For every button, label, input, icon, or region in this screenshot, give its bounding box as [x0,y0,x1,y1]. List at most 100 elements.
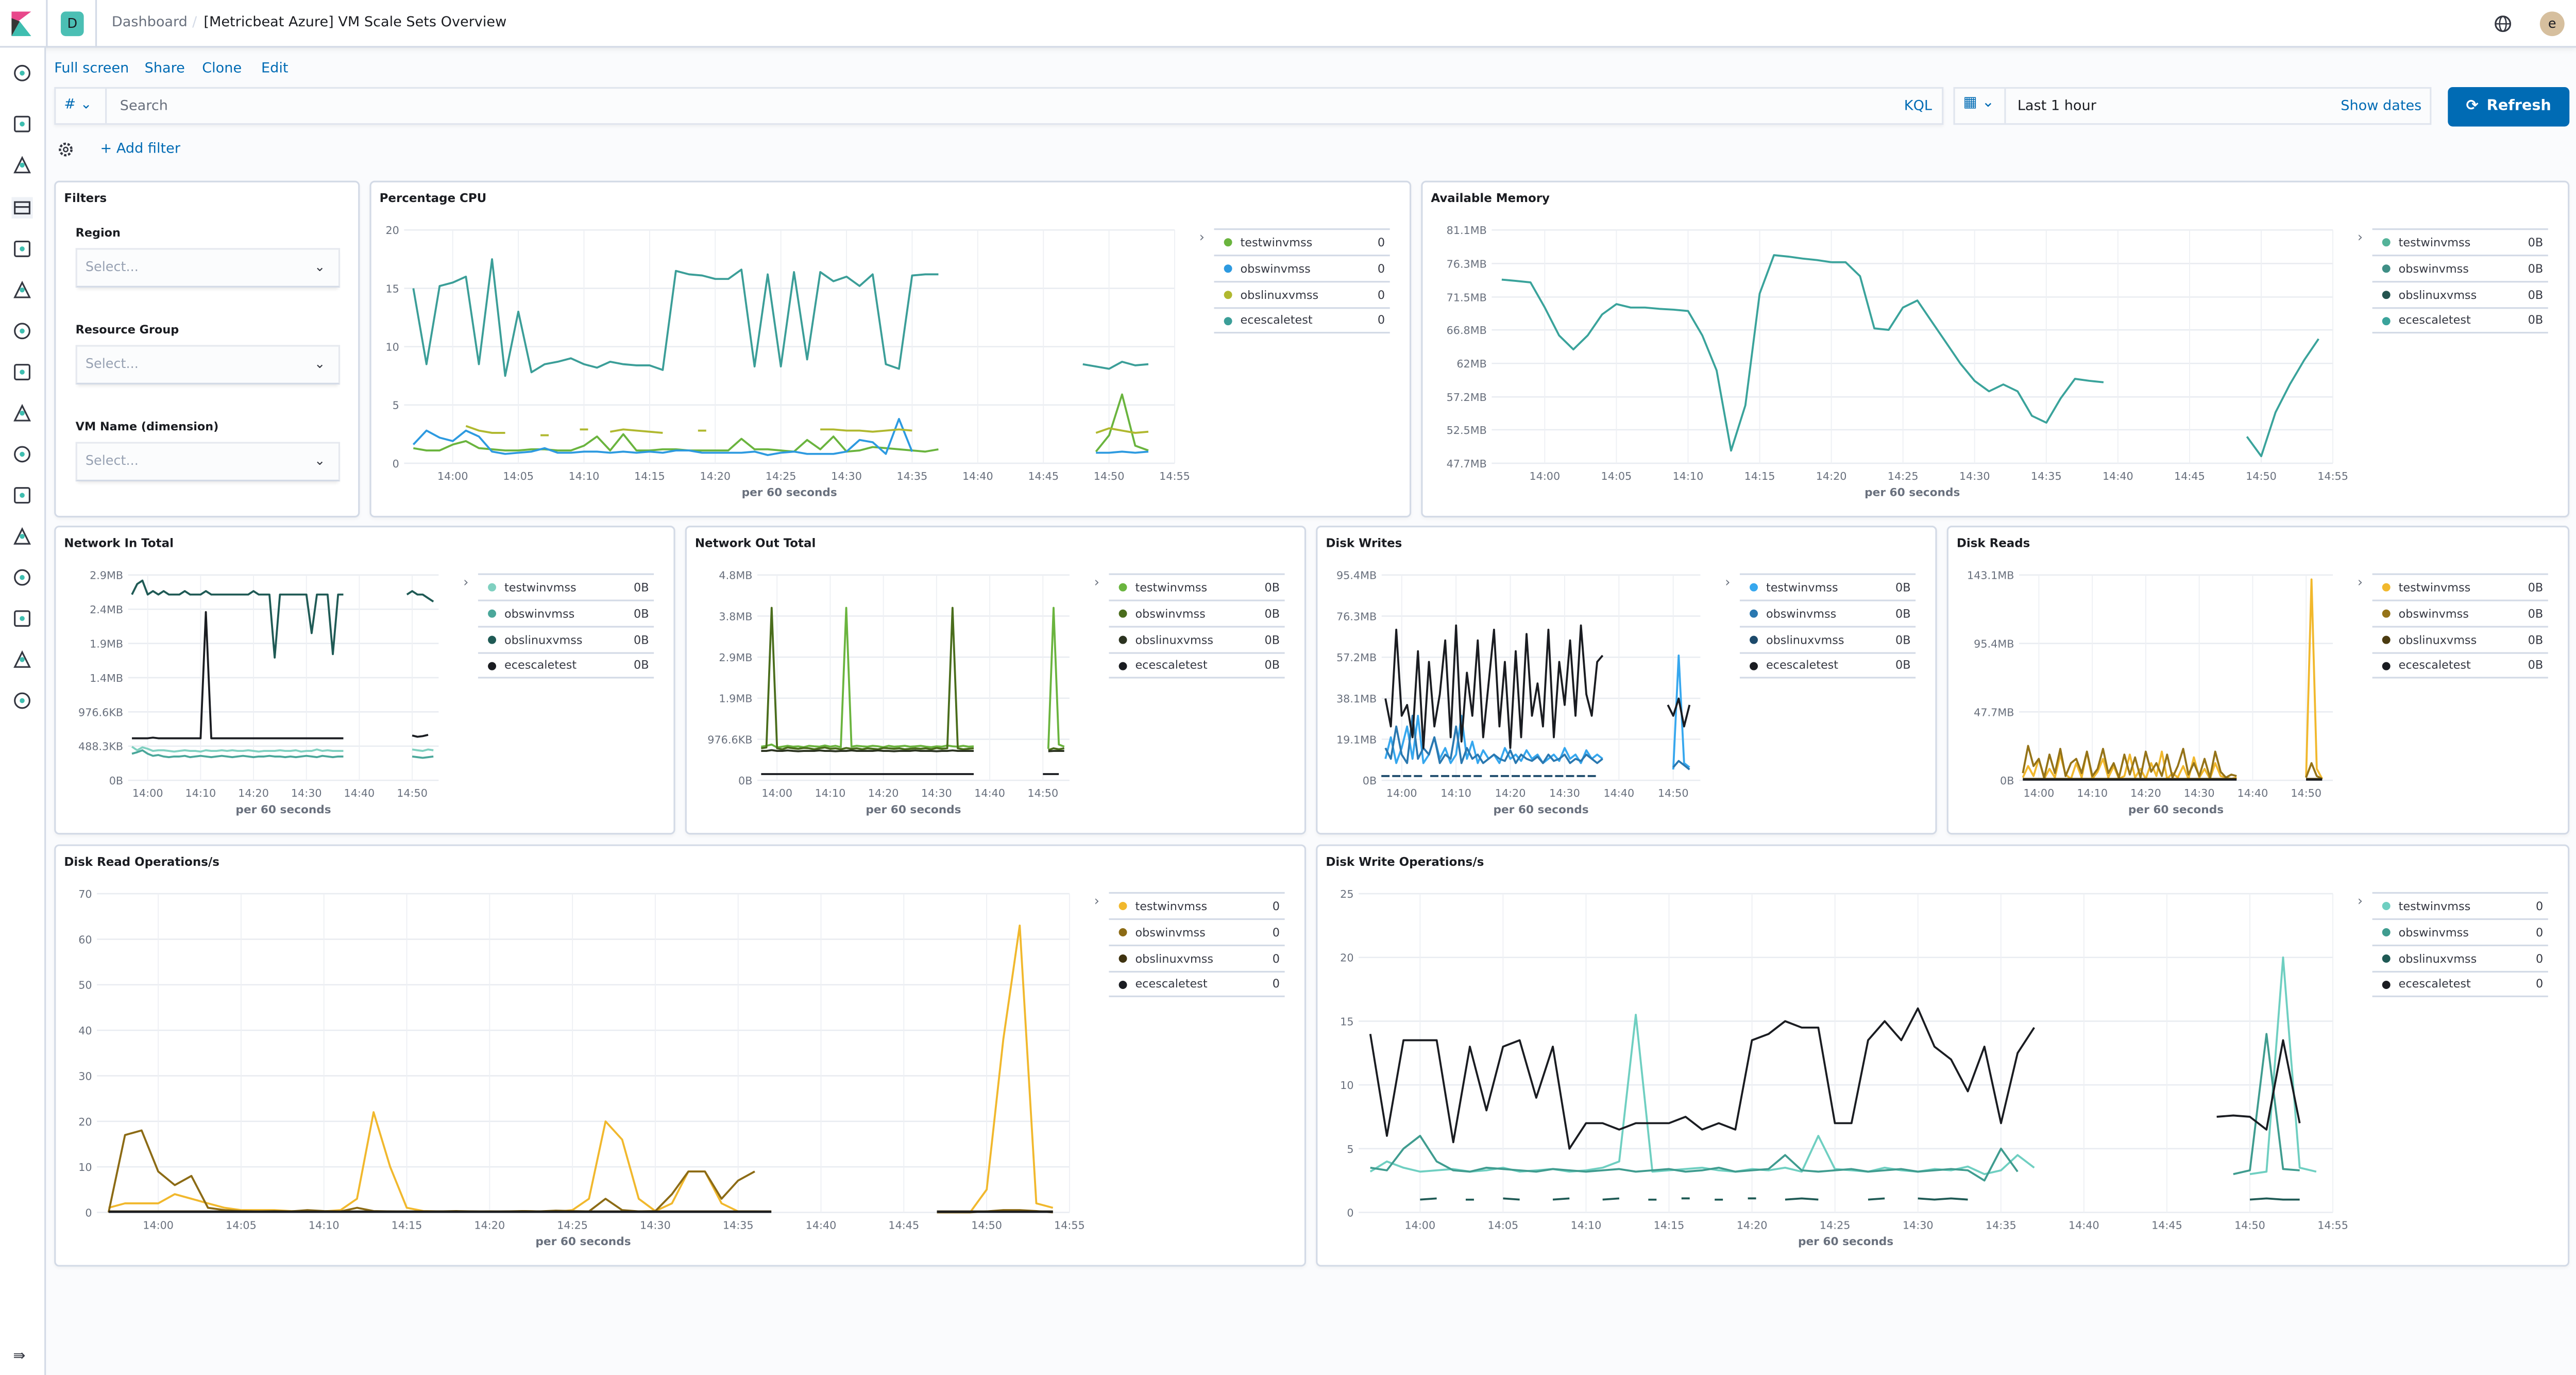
legend-item[interactable]: testwinvmss 0B [478,573,654,599]
disk-reads-panel: Disk Reads 0B 47.7MB 95.4MB 143.1MB 14:00 14:1… [1946,526,2570,835]
breadcrumb-dashboard[interactable]: Dashboard [111,14,188,31]
recently-viewed-clock-icon[interactable] [11,62,32,83]
legend-item[interactable]: obslinuxvmss 0 [2372,944,2548,971]
legend-item[interactable]: ecescaletest 0B [2372,307,2548,334]
vm-name-select[interactable]: Select... ⌄ [75,442,341,481]
dashboard-icon[interactable] [11,197,33,219]
uptime-icon[interactable] [11,484,32,506]
legend-item[interactable]: obslinuxvmss 0 [1109,944,1285,971]
legend-toggle-chevron-icon[interactable]: › [1199,230,1205,245]
maps-icon[interactable] [11,279,32,300]
legend-item[interactable]: testwinvmss 0 [2372,892,2548,918]
legend-item[interactable]: obswinvmss 0B [1109,599,1285,626]
clone-link[interactable]: Clone [202,60,242,77]
region-select[interactable]: Select... ⌄ [75,248,341,288]
legend-item[interactable]: obswinvmss 0B [2372,599,2548,626]
legend-item[interactable]: testwinvmss 0B [2372,573,2548,599]
legend-item[interactable]: testwinvmss 0B [1109,573,1285,599]
date-range-value[interactable]: Last 1 hour [2017,98,2096,115]
series-line-ecescaletest [412,733,429,738]
canvas-icon[interactable] [11,238,32,259]
legend-item[interactable]: testwinvmss 0 [1214,228,1390,255]
legend-item[interactable]: testwinvmss 0B [1739,573,1916,599]
show-dates-button[interactable]: Show dates [2341,98,2422,115]
y-tick-label: 70 [78,888,92,900]
x-tick-label: 14:10 [1440,787,1471,799]
x-tick-label: 14:40 [1603,787,1634,799]
x-axis-label: per 60 seconds [866,803,961,816]
legend-item[interactable]: ecescaletest 0 [1109,970,1285,997]
legend-item[interactable]: testwinvmss 0 [1109,892,1285,918]
kibana-logo-icon[interactable] [11,11,31,37]
calendar-quick-menu-button[interactable]: ▦ ⌄ [1963,95,1994,112]
space-badge[interactable]: D [60,11,84,37]
series-line-obslinuxvmss [761,749,974,752]
series-line-ecescaletest [412,258,939,377]
legend-item[interactable]: obslinuxvmss 0B [1739,626,1916,652]
heartbeat-icon[interactable] [11,649,32,670]
add-filter-button[interactable]: + Add filter [100,141,181,158]
legend-item[interactable]: obslinuxvmss 0B [1109,626,1285,652]
legend-toggle-chevron-icon[interactable]: › [2357,894,2363,909]
legend-item[interactable]: ecescaletest 0 [1214,307,1390,334]
line-chart: 0 5 10 15 20 25 14:00 14:05 14:10 14:15 14:20 14:25… [1340,888,2348,1248]
resource-group-select[interactable]: Select... ⌄ [75,345,341,384]
legend-item[interactable]: obswinvmss 0B [1739,599,1916,626]
legend-item[interactable]: obslinuxvmss 0B [2372,626,2548,652]
legend-value: 0 [2535,952,2544,965]
help-globe-icon[interactable] [2494,15,2512,33]
monitoring-icon[interactable] [11,608,32,629]
query-type-button[interactable]: # ⌄ [64,97,92,113]
infrastructure-icon[interactable] [11,361,32,382]
legend-label: obslinuxvmss [1135,952,1214,965]
legend-item[interactable]: obswinvmss 0B [2372,255,2548,281]
share-link[interactable]: Share [144,60,185,77]
legend-value: 0 [2535,926,2544,939]
x-tick-label: 14:50 [2234,1219,2265,1231]
logs-icon[interactable] [11,403,32,424]
user-avatar[interactable]: e [2539,11,2565,37]
legend-label: obslinuxvmss [2398,952,2477,965]
filter-settings-gear-icon[interactable] [58,141,74,158]
x-tick-label: 14:50 [1658,787,1689,799]
legend-item[interactable]: ecescaletest 0B [478,652,654,679]
legend-value: 0 [1377,236,1385,249]
legend-toggle-chevron-icon[interactable]: › [1725,575,1731,590]
siem-lock-icon[interactable] [11,526,32,547]
legend-item[interactable]: testwinvmss 0B [2372,228,2548,255]
series-line-testwinvmss [412,748,434,752]
legend-item[interactable]: ecescaletest 0B [2372,652,2548,679]
legend-item[interactable]: obswinvmss 0 [1109,918,1285,945]
management-gear-icon[interactable] [11,690,32,711]
legend-item[interactable]: obswinvmss 0B [478,599,654,626]
series-line-ecescaletest [1667,697,1691,728]
legend-toggle-chevron-icon[interactable]: › [1094,575,1099,590]
legend-item[interactable]: ecescaletest 0 [2372,970,2548,997]
discover-compass-icon[interactable] [11,113,32,135]
legend-item[interactable]: obswinvmss 0 [2372,918,2548,945]
legend-label: obswinvmss [1135,926,1206,939]
machine-learning-icon[interactable] [11,321,32,342]
x-tick-label: 14:20 [1816,470,1847,482]
refresh-button[interactable]: ⟳ Refresh [2448,87,2570,127]
legend-toggle-chevron-icon[interactable]: › [1094,894,1099,909]
full-screen-link[interactable]: Full screen [54,60,129,77]
legend-item[interactable]: obslinuxvmss 0B [478,626,654,652]
kql-toggle[interactable]: KQL [1904,98,1933,115]
collapse-nav-icon[interactable]: ⇛ [13,1349,26,1365]
legend-item[interactable]: obswinvmss 0 [1214,255,1390,281]
x-tick-label: 14:15 [392,1219,422,1231]
legend-item[interactable]: ecescaletest 0B [1739,652,1916,679]
edit-link[interactable]: Edit [261,60,289,77]
dev-tools-icon[interactable] [11,567,32,588]
search-input[interactable]: Search [120,98,168,115]
legend-toggle-chevron-icon[interactable]: › [2357,230,2363,245]
resource-group-label: Resource Group [75,323,179,337]
legend-item[interactable]: ecescaletest 0B [1109,652,1285,679]
apm-icon[interactable] [11,444,32,465]
legend-toggle-chevron-icon[interactable]: › [463,575,469,590]
legend-item[interactable]: obslinuxvmss 0B [2372,281,2548,307]
legend-toggle-chevron-icon[interactable]: › [2357,575,2363,590]
legend-item[interactable]: obslinuxvmss 0 [1214,281,1390,307]
visualize-icon[interactable] [11,155,32,176]
